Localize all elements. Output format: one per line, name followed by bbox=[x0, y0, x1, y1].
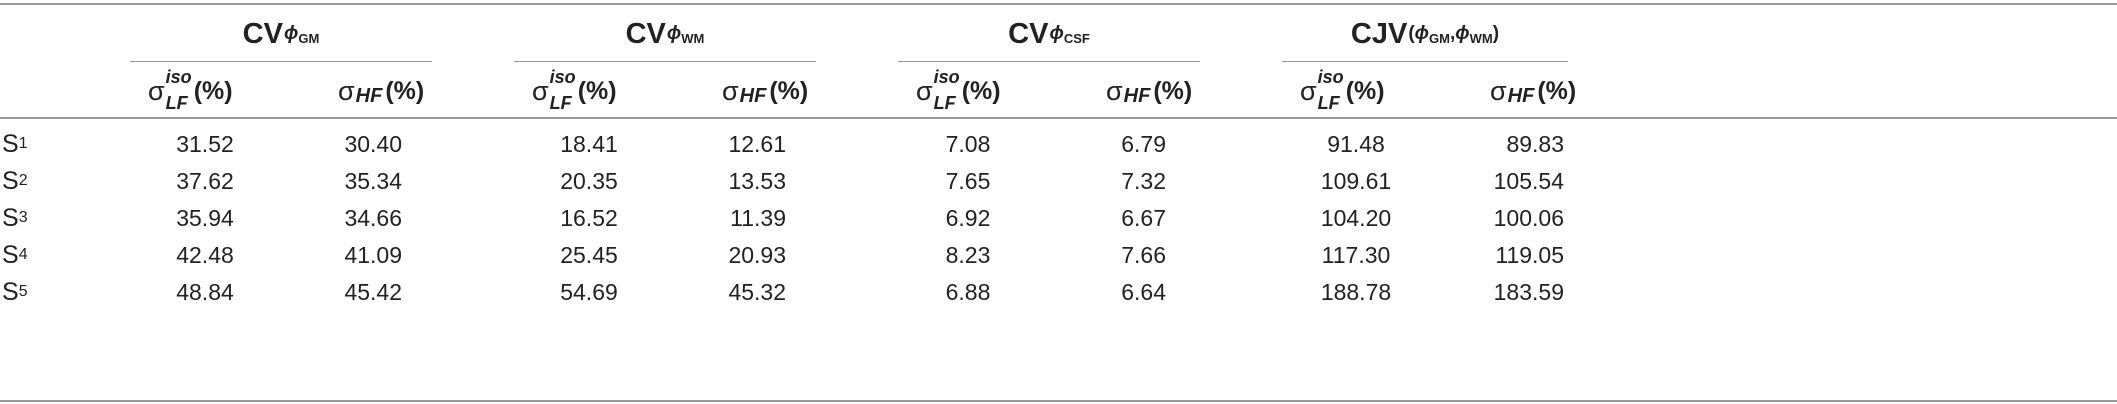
group-rule-cv-csf bbox=[898, 61, 1200, 63]
table-cell: 105.54 bbox=[1493, 167, 1564, 194]
table-cell: 37.62 bbox=[176, 167, 234, 194]
table-cell: 109.61 bbox=[1320, 167, 1392, 194]
table-cell: 31.52 bbox=[176, 130, 234, 157]
table-cell: 7.08 bbox=[945, 130, 991, 157]
bottom-rule bbox=[0, 400, 2117, 402]
table-cell: 42.48 bbox=[176, 241, 234, 268]
table-row: S 3 35.94 34.66 16.52 11.39 6.92 6.67 104.20 100.… bbox=[0, 195, 2117, 241]
table-row: S 2 37.62 35.34 20.35 13.53 7.65 7.32 109.61 105.… bbox=[0, 158, 2117, 204]
group-rule-cjv bbox=[1282, 61, 1568, 63]
table-cell: 6.67 bbox=[1121, 204, 1166, 231]
table-cell: 35.34 bbox=[344, 167, 402, 194]
group-rule-cv-gm bbox=[130, 61, 432, 63]
header-rule bbox=[0, 117, 2117, 119]
table-cell: 8.23 bbox=[945, 241, 991, 268]
table-cell: 7.65 bbox=[945, 167, 991, 194]
table-cell: 11.39 bbox=[730, 204, 786, 231]
group-header-cv-csf: CV ϕCSF bbox=[1008, 17, 1090, 50]
table-cell: 18.41 bbox=[560, 130, 618, 157]
table-cell: 16.52 bbox=[560, 204, 618, 231]
table-cell: 12.61 bbox=[728, 130, 786, 157]
group-header-cjv: CJV (ϕGM,ϕWM) bbox=[1350, 17, 1500, 50]
top-rule bbox=[0, 3, 2117, 5]
group-rule-cv-wm bbox=[514, 61, 816, 63]
table-cell: 13.53 bbox=[728, 167, 786, 194]
table-cell: 117.30 bbox=[1321, 241, 1391, 268]
subheader-hf-cv-csf: σ HF (%) bbox=[1106, 75, 1193, 107]
table-cell: 41.09 bbox=[344, 241, 402, 268]
table-cell: 35.94 bbox=[176, 204, 234, 231]
subheader-lf-cv-wm: σ iso LF (%) bbox=[532, 66, 617, 113]
table-cell: 45.42 bbox=[344, 278, 402, 305]
table-cell: 7.66 bbox=[1121, 241, 1166, 268]
table-cell: 45.32 bbox=[728, 278, 786, 305]
table-cell: 100.06 bbox=[1493, 204, 1564, 231]
table-cell: 6.88 bbox=[945, 278, 991, 305]
table-cell: 6.92 bbox=[945, 204, 991, 231]
table-cell: 7.32 bbox=[1121, 167, 1166, 194]
table-cell: 119.05 bbox=[1495, 241, 1564, 268]
subheader-lf-cv-gm: σ iso LF (%) bbox=[148, 66, 233, 113]
table-cell: 91.48 bbox=[1327, 130, 1385, 157]
subheader-lf-cjv: σ iso LF (%) bbox=[1300, 66, 1385, 113]
table-cell: 183.59 bbox=[1493, 278, 1564, 305]
subheader-hf-cjv: σ HF (%) bbox=[1490, 75, 1577, 107]
table-cell: 6.79 bbox=[1121, 130, 1166, 157]
group-header-cv-wm: CV ϕWM bbox=[625, 17, 705, 50]
table-cell: 48.84 bbox=[176, 278, 234, 305]
table-cell: 54.69 bbox=[560, 278, 618, 305]
table-cell: 34.66 bbox=[344, 204, 402, 231]
table-cell: 30.40 bbox=[344, 130, 402, 157]
subheader-hf-cv-gm: σ HF (%) bbox=[338, 75, 425, 107]
table-cell: 89.83 bbox=[1506, 130, 1564, 157]
table-cell: 25.45 bbox=[560, 241, 618, 268]
table-row: S 1 31.52 30.40 18.41 12.61 7.08 6.79 91.48 89.83 bbox=[0, 121, 2117, 167]
group-header-cv-gm: CV ϕGM bbox=[242, 17, 320, 50]
table-cell: 104.20 bbox=[1320, 204, 1392, 231]
subheader-lf-cv-csf: σ iso LF (%) bbox=[916, 66, 1001, 113]
table-row: S 4 42.48 41.09 25.45 20.93 8.23 7.66 117.30 119.… bbox=[0, 232, 2117, 278]
table-cell: 20.35 bbox=[560, 167, 618, 194]
table-row: S 5 48.84 45.42 54.69 45.32 6.88 6.64 188.78 183.… bbox=[0, 269, 2117, 315]
table-cell: 20.93 bbox=[728, 241, 786, 268]
subheader-hf-cv-wm: σ HF (%) bbox=[722, 75, 809, 107]
table-cell: 188.78 bbox=[1320, 278, 1392, 305]
table-cell: 6.64 bbox=[1121, 278, 1166, 305]
